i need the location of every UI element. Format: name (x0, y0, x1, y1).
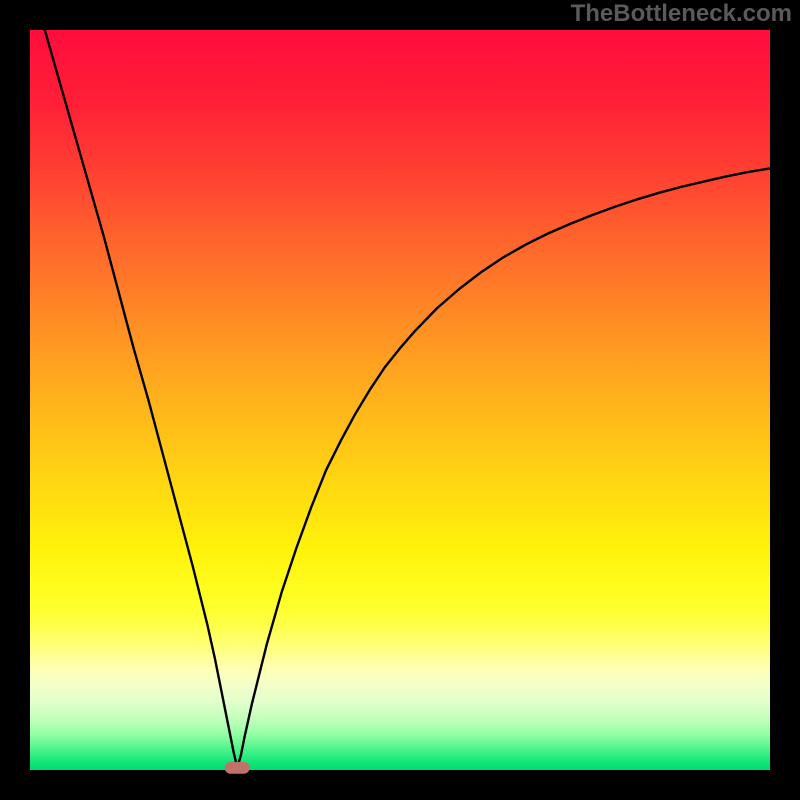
bottleneck-chart: TheBottleneck.com (0, 0, 800, 800)
chart-svg (0, 0, 800, 800)
plot-background (30, 30, 770, 770)
watermark-text: TheBottleneck.com (571, 0, 792, 28)
min-marker (225, 762, 250, 774)
